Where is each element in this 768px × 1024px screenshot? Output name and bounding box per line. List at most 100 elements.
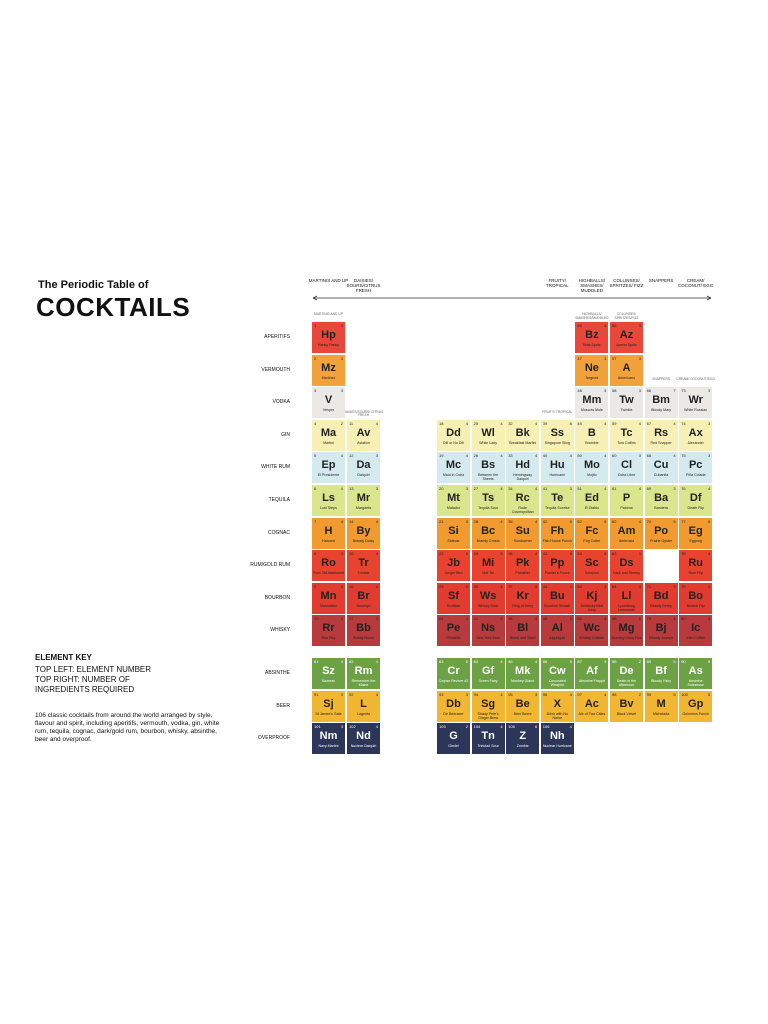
element-cell: 2 4 Mz Martinez (312, 354, 345, 386)
element-number: 71 (646, 583, 652, 589)
element-cell: 43 5 Pp Planter's Punch (540, 550, 574, 582)
key-line: TOP RIGHT: NUMBER OF (35, 675, 130, 684)
cocktail-name: Bloody Derby (650, 603, 672, 608)
element-cell: 101 3 Nm Navy Martini (312, 723, 345, 755)
element-number: 77 (681, 518, 686, 524)
element-cell: 15 4 Tr Treacle (347, 550, 380, 582)
element-symbol: A (622, 361, 631, 374)
element-cell: 10 3 Rr Rob Roy (312, 615, 345, 647)
element-cell: 29 5 Mi Mai Tai (471, 550, 505, 582)
element-number: 49 (577, 420, 582, 426)
cocktail-name: De Beeracer (443, 711, 464, 716)
cocktail-name: Alexander (687, 440, 704, 445)
cocktail-name: Ring of Kerry (512, 603, 534, 608)
element-number: 10 (314, 616, 319, 622)
element-number: 87 (577, 659, 582, 664)
element-cell: 70 5 Po Prairie Oyster (644, 517, 678, 549)
element-cell: 91 3 Sj St James's Gate (312, 690, 345, 722)
row-label: BOURBON (264, 594, 290, 601)
element-symbol: De (619, 665, 634, 677)
element-symbol: Ro (321, 557, 336, 570)
ingredient-count: 3 (604, 659, 607, 664)
element-cell: 8 3 Ro Rum Old-fashioned (312, 550, 345, 582)
element-cell: 104 4 Tn Trinidad Sour (471, 723, 505, 755)
element-number: 9 (314, 583, 317, 589)
element-cell: 85 4 Mk Monkey Gland (506, 658, 540, 689)
element-number: 33 (508, 453, 513, 459)
element-number: 15 (349, 551, 354, 557)
element-symbol: Bk (515, 426, 530, 439)
element-symbol: Bz (585, 329, 599, 341)
element-cell: 21 3 Si Sidecar (437, 517, 470, 549)
element-number: 88 (612, 659, 617, 664)
element-symbol: Tn (481, 730, 495, 743)
element-number: 106 (542, 724, 550, 730)
element-number: 29 (473, 551, 479, 557)
cocktail-name: Martinez (321, 375, 336, 380)
element-symbol: Ws (479, 589, 497, 602)
element-number: 39 (542, 420, 548, 426)
element-number: 103 (439, 724, 446, 730)
element-cell: 95 3 Be Beet Beere (506, 690, 540, 722)
element-symbol: Cw (549, 665, 566, 677)
element-cell: 40 4 Hu Hurricane (540, 452, 574, 484)
cocktail-name: Bourbon Smash (544, 603, 571, 608)
cocktail-name: Manhattan (320, 603, 337, 608)
cocktail-name: Death in the Afternoon (616, 679, 637, 687)
element-cell: 4 2 Ma Martini (312, 419, 345, 451)
element-number: 26 (473, 453, 479, 459)
ingredient-count: 4 (375, 583, 378, 589)
element-cell: 46 4 Bz Brits Spritz (575, 322, 609, 353)
element-number: 20 (439, 486, 444, 491)
element-cell: 86 5 Cw Concealed Weapon (540, 658, 574, 689)
element-symbol: Av (356, 426, 371, 439)
element-symbol: Ic (691, 622, 701, 635)
element-number: 8 (314, 551, 317, 557)
element-number: 86 (542, 659, 548, 664)
ingredient-count: 5 (707, 659, 711, 664)
element-cell: 36 4 Pk Painkiller (506, 550, 540, 582)
cocktail-name: Green Fairy (478, 679, 498, 683)
element-number: 52 (577, 518, 582, 524)
element-cell: 62 4 Am Ambrosia (610, 517, 643, 549)
element-symbol: Mt (447, 492, 460, 504)
cocktail-name: Boston Flip (686, 603, 705, 608)
ingredient-count: 4 (375, 551, 378, 557)
element-number: 61 (612, 486, 617, 491)
ingredient-count: 3 (465, 518, 468, 524)
element-number: 105 (508, 724, 515, 730)
key-line: TOP LEFT: ELEMENT NUMBER (35, 665, 152, 674)
element-number: 62 (612, 518, 617, 524)
element-cell: 17 3 Bb Bobby Burns (347, 615, 380, 647)
element-number: 97 (577, 691, 582, 697)
element-cell: 28 4 Bc Brandy Crusta (471, 517, 505, 549)
row-label: OVERPROOF (258, 735, 290, 742)
element-number: 41 (542, 486, 548, 491)
cocktail-name: Breakfast Martini (509, 440, 537, 445)
element-cell: 64 4 Ll Lynchburg Lemonade (610, 582, 643, 614)
cocktail-name: Harvard (322, 538, 335, 543)
element-cell: 87 3 Af Absinthe Frappé (575, 658, 609, 689)
element-cell: 81 4 Sz Sazerac (312, 658, 345, 689)
element-number: 101 (314, 724, 321, 730)
cocktail-name: New York Sour (476, 636, 500, 641)
ingredient-count: 3 (707, 453, 711, 459)
element-cell: 53 5 Sc Scorpion (575, 550, 609, 582)
ingredient-count: 2 (638, 691, 641, 697)
element-number: 17 (349, 616, 354, 622)
ingredient-count: 3 (638, 453, 641, 459)
cocktail-name: Algonquin (549, 636, 566, 641)
row-label: RUM/GOLD RUM (250, 562, 290, 569)
cocktail-name: Tequila Sunrise (545, 506, 570, 510)
cocktail-name: Brandy Crusta (476, 538, 500, 543)
element-cell: 22 5 Jb Jungle Bird (437, 550, 470, 582)
element-symbol: By (356, 524, 371, 537)
element-cell: 68 4 Cu Cubanita (644, 452, 678, 484)
element-number: 7 (314, 518, 317, 524)
element-number: 24 (439, 616, 444, 622)
element-number: 99 (646, 691, 652, 697)
element-number: 80 (681, 616, 686, 622)
ingredient-count: 6 (534, 724, 538, 730)
ingredient-count: 4 (500, 486, 503, 491)
ingredient-count: 4 (500, 420, 503, 426)
